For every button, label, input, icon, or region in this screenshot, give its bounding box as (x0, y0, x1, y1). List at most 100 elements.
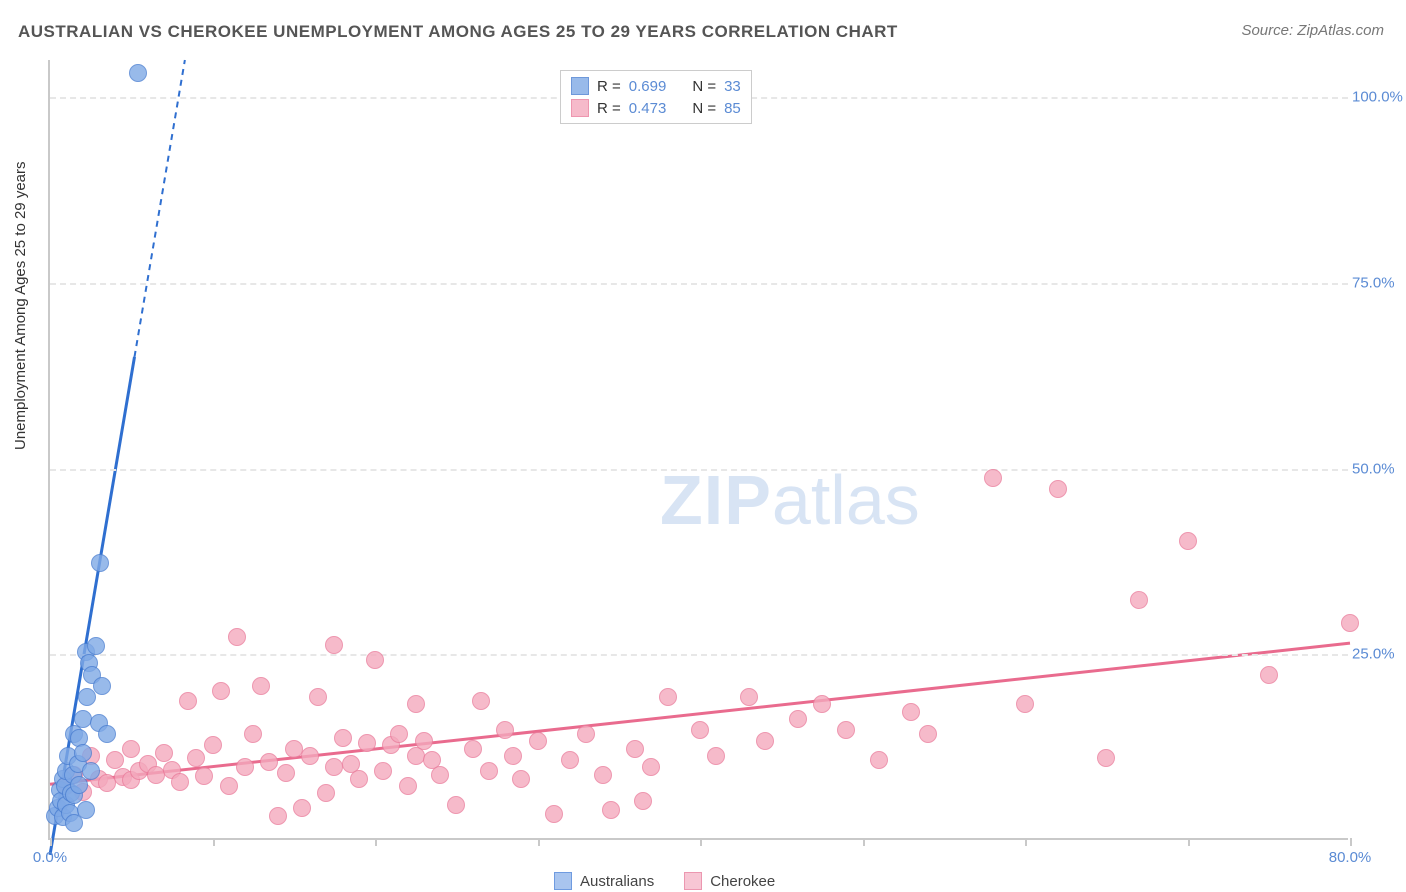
data-point (252, 677, 270, 695)
legend-item: Cherokee (684, 872, 775, 890)
data-point (740, 688, 758, 706)
data-point (98, 725, 116, 743)
y-tick-label: 25.0% (1352, 646, 1406, 663)
data-point (789, 710, 807, 728)
legend-swatch (684, 872, 702, 890)
data-point (870, 751, 888, 769)
x-tick (1025, 838, 1027, 846)
data-point (269, 807, 287, 825)
data-point (325, 758, 343, 776)
data-point (82, 762, 100, 780)
data-point (390, 725, 408, 743)
y-axis-label: Unemployment Among Ages 25 to 29 years (12, 161, 29, 450)
data-point (1097, 749, 1115, 767)
data-point (77, 801, 95, 819)
r-value: 0.699 (629, 78, 667, 95)
gridline (50, 469, 1348, 471)
gridline (50, 283, 1348, 285)
data-point (236, 758, 254, 776)
data-point (431, 766, 449, 784)
data-point (334, 729, 352, 747)
data-point (529, 732, 547, 750)
data-point (602, 801, 620, 819)
data-point (407, 695, 425, 713)
data-point (496, 721, 514, 739)
data-point (122, 740, 140, 758)
correlation-stats-legend: R =0.699N =33R =0.473N =85 (560, 70, 752, 124)
source-attribution: Source: ZipAtlas.com (1241, 22, 1384, 39)
data-point (594, 766, 612, 784)
x-tick (700, 838, 702, 846)
data-point (228, 628, 246, 646)
data-point (756, 732, 774, 750)
legend-stat-row: R =0.699N =33 (571, 75, 741, 97)
legend-swatch (554, 872, 572, 890)
scatter-plot-area: ZIPatlas 25.0%50.0%75.0%100.0%0.0%80.0% (48, 60, 1348, 840)
data-point (358, 734, 376, 752)
data-point (561, 751, 579, 769)
data-point (545, 805, 563, 823)
data-point (91, 554, 109, 572)
data-point (277, 764, 295, 782)
r-label: R = (597, 78, 621, 95)
y-tick-label: 100.0% (1352, 89, 1406, 106)
data-point (155, 744, 173, 762)
data-point (374, 762, 392, 780)
data-point (179, 692, 197, 710)
data-point (106, 751, 124, 769)
data-point (293, 799, 311, 817)
x-tick (1188, 838, 1190, 846)
data-point (317, 784, 335, 802)
data-point (1341, 614, 1359, 632)
legend-item: Australians (554, 872, 654, 890)
data-point (244, 725, 262, 743)
data-point (464, 740, 482, 758)
legend-label: Cherokee (710, 873, 775, 890)
data-point (87, 637, 105, 655)
data-point (204, 736, 222, 754)
data-point (325, 636, 343, 654)
r-label: R = (597, 100, 621, 117)
data-point (195, 767, 213, 785)
data-point (212, 682, 230, 700)
x-tick (538, 838, 540, 846)
data-point (837, 721, 855, 739)
data-point (1130, 591, 1148, 609)
data-point (415, 732, 433, 750)
data-point (512, 770, 530, 788)
x-tick (50, 838, 52, 846)
data-point (1016, 695, 1034, 713)
data-point (577, 725, 595, 743)
data-point (1260, 666, 1278, 684)
data-point (504, 747, 522, 765)
data-point (93, 677, 111, 695)
data-point (902, 703, 920, 721)
data-point (480, 762, 498, 780)
data-point (634, 792, 652, 810)
legend-stat-row: R =0.473N =85 (571, 97, 741, 119)
n-label: N = (692, 78, 716, 95)
series-legend: Australians Cherokee (554, 872, 775, 890)
data-point (399, 777, 417, 795)
data-point (74, 744, 92, 762)
data-point (171, 773, 189, 791)
chart-title: AUSTRALIAN VS CHEROKEE UNEMPLOYMENT AMON… (18, 22, 898, 42)
data-point (1179, 532, 1197, 550)
data-point (447, 796, 465, 814)
data-point (919, 725, 937, 743)
n-value: 85 (724, 100, 741, 117)
legend-swatch (571, 99, 589, 117)
x-tick (213, 838, 215, 846)
data-point (472, 692, 490, 710)
x-tick-label: 80.0% (1329, 849, 1372, 866)
data-point (187, 749, 205, 767)
legend-label: Australians (580, 873, 654, 890)
y-tick-label: 50.0% (1352, 460, 1406, 477)
data-point (813, 695, 831, 713)
data-point (260, 753, 278, 771)
data-point (984, 469, 1002, 487)
y-tick-label: 75.0% (1352, 274, 1406, 291)
x-tick (1350, 838, 1352, 846)
data-point (220, 777, 238, 795)
data-point (350, 770, 368, 788)
